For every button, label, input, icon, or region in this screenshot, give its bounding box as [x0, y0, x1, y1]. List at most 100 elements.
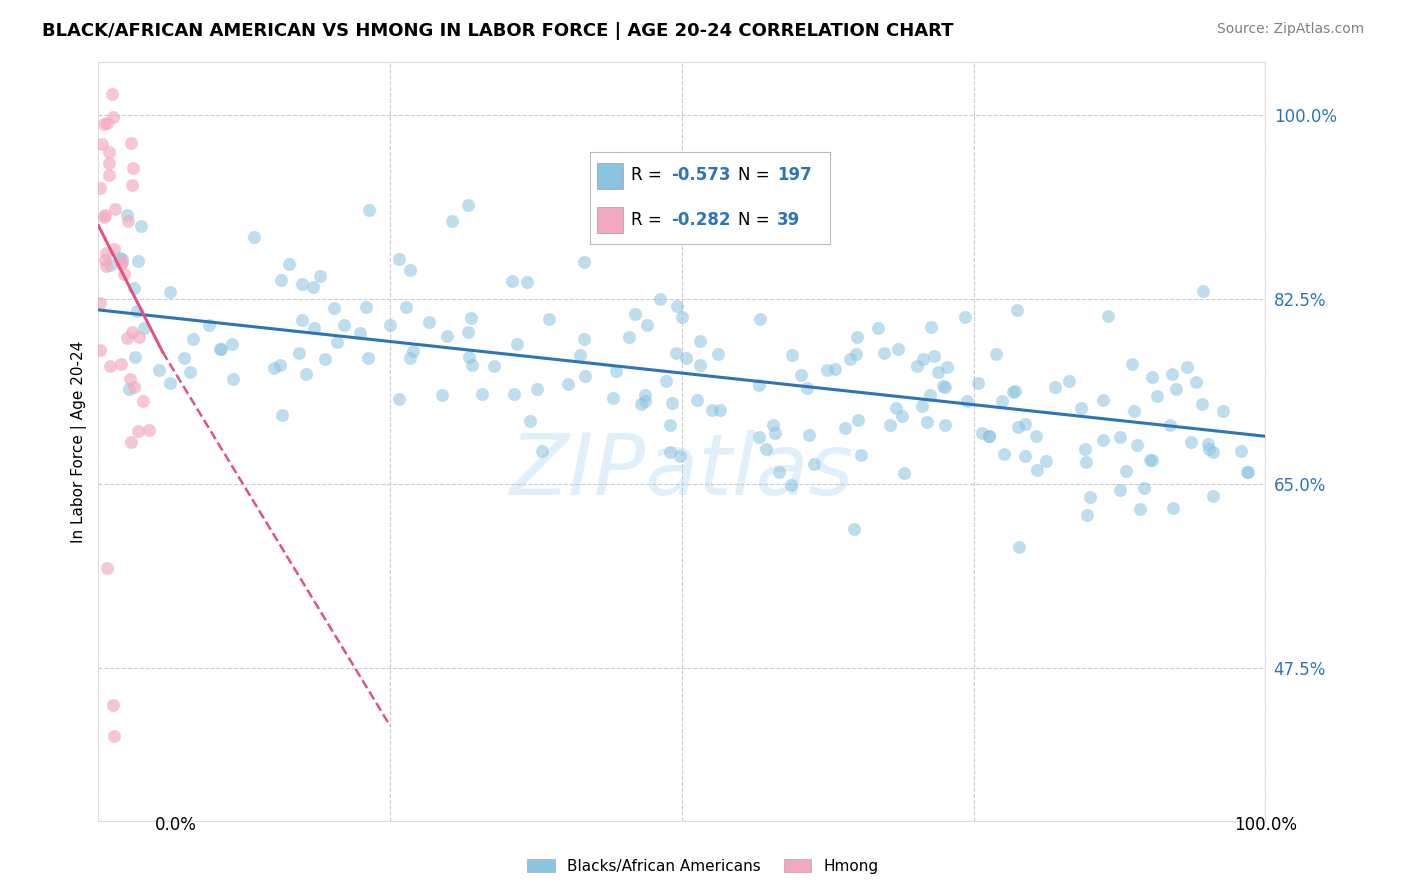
- Point: [990, 394, 1012, 409]
- Point: [1139, 453, 1161, 467]
- Point: [1109, 483, 1132, 498]
- Text: 197: 197: [776, 166, 811, 185]
- Point: [910, 399, 932, 413]
- Point: [1091, 393, 1114, 408]
- Point: [277, 257, 299, 271]
- Point: [501, 274, 523, 288]
- FancyBboxPatch shape: [598, 163, 623, 189]
- Point: [658, 417, 681, 432]
- Point: [1004, 384, 1026, 398]
- Point: [354, 300, 377, 314]
- Point: [290, 277, 312, 291]
- Point: [98, 145, 121, 160]
- Point: [993, 447, 1015, 461]
- Point: [418, 314, 440, 328]
- Point: [815, 363, 838, 377]
- Point: [1076, 508, 1098, 523]
- Point: [122, 281, 145, 295]
- Point: [440, 213, 463, 227]
- Point: [762, 417, 785, 432]
- Point: [359, 203, 381, 218]
- Point: [458, 350, 481, 364]
- Point: [122, 161, 145, 175]
- Point: [893, 466, 915, 480]
- Point: [1025, 463, 1047, 477]
- Point: [834, 420, 856, 434]
- Point: [602, 391, 624, 405]
- Point: [803, 457, 825, 471]
- Point: [395, 301, 418, 315]
- Point: [934, 417, 956, 432]
- Point: [134, 321, 156, 335]
- Point: [159, 376, 181, 391]
- Point: [1128, 502, 1150, 516]
- Point: [120, 136, 142, 151]
- Point: [572, 332, 595, 346]
- Point: [1097, 309, 1119, 323]
- Point: [110, 257, 132, 271]
- Point: [1074, 442, 1097, 457]
- Point: [117, 331, 139, 345]
- Point: [138, 423, 160, 437]
- Point: [1191, 397, 1213, 411]
- Point: [1126, 438, 1149, 452]
- Point: [780, 478, 803, 492]
- Point: [1014, 450, 1036, 464]
- Point: [388, 392, 411, 406]
- Point: [886, 401, 908, 415]
- Point: [399, 262, 422, 277]
- Point: [1202, 445, 1225, 459]
- Point: [915, 415, 938, 429]
- Point: [333, 318, 356, 332]
- Point: [749, 311, 772, 326]
- Point: [1140, 369, 1163, 384]
- Point: [357, 351, 380, 366]
- Text: R =: R =: [630, 211, 666, 229]
- Point: [108, 251, 131, 265]
- Point: [120, 435, 142, 450]
- Point: [117, 208, 139, 222]
- Point: [506, 337, 529, 351]
- Point: [709, 403, 731, 417]
- Point: [661, 396, 683, 410]
- Point: [1035, 454, 1057, 468]
- Text: Source: ZipAtlas.com: Source: ZipAtlas.com: [1216, 22, 1364, 37]
- Point: [111, 255, 134, 269]
- Point: [309, 268, 332, 283]
- Point: [457, 325, 479, 339]
- Text: ZIPatlas: ZIPatlas: [510, 430, 853, 514]
- Point: [314, 352, 336, 367]
- Point: [966, 376, 988, 391]
- Point: [148, 363, 170, 377]
- Point: [1202, 489, 1225, 503]
- Point: [1236, 465, 1258, 479]
- Point: [101, 87, 124, 101]
- Point: [96, 561, 118, 575]
- Text: N =: N =: [738, 166, 775, 185]
- Text: N =: N =: [738, 211, 775, 229]
- Point: [1043, 380, 1066, 394]
- Point: [1070, 401, 1092, 415]
- Point: [302, 321, 325, 335]
- Point: [101, 110, 124, 124]
- Point: [89, 343, 111, 357]
- Point: [1212, 404, 1234, 418]
- Point: [93, 211, 115, 225]
- Point: [323, 301, 346, 316]
- Point: [112, 267, 135, 281]
- Text: 0.0%: 0.0%: [155, 816, 197, 834]
- Point: [1180, 435, 1202, 450]
- Point: [1122, 404, 1144, 418]
- Point: [291, 313, 314, 327]
- Point: [935, 360, 957, 375]
- Point: [263, 360, 285, 375]
- Point: [159, 285, 181, 300]
- Point: [1237, 466, 1260, 480]
- Point: [127, 254, 149, 268]
- Point: [1108, 430, 1130, 444]
- Point: [1159, 418, 1181, 433]
- Point: [654, 375, 676, 389]
- Point: [221, 336, 243, 351]
- Point: [1197, 437, 1219, 451]
- Point: [927, 365, 949, 379]
